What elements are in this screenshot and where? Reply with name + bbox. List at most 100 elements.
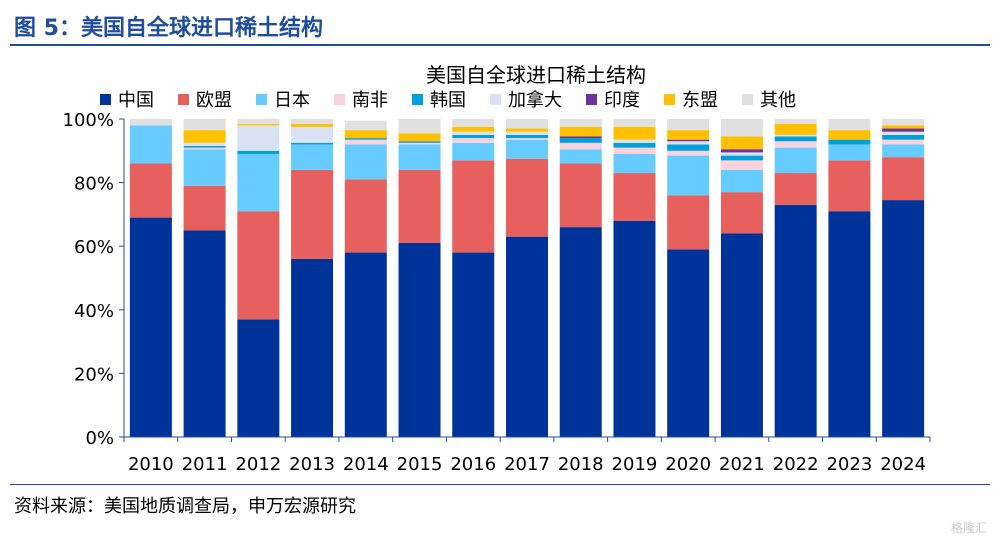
bar-segment (398, 169, 441, 244)
bar-segment (613, 119, 656, 127)
bar-segment (398, 119, 441, 134)
bar-segment (344, 179, 387, 253)
bar-segment (828, 211, 871, 437)
bar-segment (828, 130, 871, 140)
bar-segment (506, 236, 548, 437)
x-axis: 2010 2011 2012 2013 2014 2015 2016 2017 2018 2019… (123, 436, 931, 475)
bar-segment (882, 139, 925, 145)
bar-segment (452, 138, 495, 143)
bar-segment (882, 125, 925, 129)
bar-segment (828, 139, 871, 145)
legend: 中国 欧盟 日本 南非 韩国 加拿大 印度 东盟 其他 (100, 89, 796, 111)
chart-title: 美国自全球进口稀土结构 (426, 63, 646, 87)
bar-segment (344, 139, 387, 145)
bar-segment (774, 147, 817, 174)
bar-segment (720, 192, 763, 234)
source-note: 资料来源：美国地质调查局，申万宏源研究 (14, 496, 356, 517)
top-rule (10, 44, 990, 46)
bar-stack-2011 (183, 119, 226, 437)
figure-title: 图 5：美国自全球进口稀土结构 (14, 16, 323, 41)
bar-segment (720, 233, 763, 437)
bar-segment (452, 134, 495, 139)
legend-label: 欧盟 (196, 90, 232, 111)
bar-segment (129, 217, 172, 437)
x-tick-label: 2013 (289, 454, 335, 475)
legend-label: 东盟 (682, 90, 718, 111)
bar-segment (613, 139, 656, 143)
bar-segment (183, 185, 226, 231)
bar-stack-2010 (129, 119, 172, 437)
legend-swatch (334, 94, 345, 105)
bar-segment (398, 243, 441, 437)
x-tick-label: 2014 (343, 454, 389, 475)
bar-segment (720, 152, 763, 156)
y-tick-label: 60% (74, 237, 114, 258)
bar-segment (882, 131, 925, 135)
bar-segment (613, 147, 656, 154)
bar-segment (774, 123, 817, 135)
bar-segment (720, 136, 763, 150)
bar-segment (183, 130, 226, 143)
bar-segment (882, 134, 925, 140)
legend-label: 日本 (274, 90, 310, 111)
bar-segment (882, 119, 925, 126)
bar-segment (828, 119, 871, 131)
bar-stack-2022 (774, 119, 817, 437)
bar-stack-2018 (559, 119, 602, 437)
y-axis: 0% 20% 40% 60% 80% 100% (63, 110, 125, 449)
x-tick-label: 2023 (826, 454, 872, 475)
bar-segment (882, 200, 925, 437)
bar-stack-2021 (720, 119, 763, 437)
bar-segment (559, 163, 602, 228)
x-tick-label: 2021 (719, 454, 765, 475)
bar-stack-2013 (291, 119, 334, 437)
legend-label: 韩国 (430, 90, 466, 111)
bar-segment (291, 169, 334, 259)
bar-segment (183, 146, 226, 148)
bar-segment (237, 153, 280, 212)
y-tick-label: 100% (63, 110, 114, 131)
legend-swatch (178, 94, 189, 105)
bar-segment (613, 142, 656, 148)
legend-label: 印度 (604, 90, 640, 111)
bar-stack-2017 (506, 119, 548, 437)
x-tick-label: 2011 (182, 454, 228, 475)
x-tick-label: 2020 (665, 454, 711, 475)
bar-stack-2019 (613, 119, 656, 437)
bar-segment (559, 136, 602, 139)
bar-segment (559, 142, 602, 150)
bar-stack-2023 (828, 119, 871, 437)
x-tick-label: 2015 (397, 454, 443, 475)
y-tick-label: 80% (74, 174, 114, 195)
bar-stack-2014 (344, 120, 387, 437)
bar-segment (667, 150, 710, 156)
bar-segment (237, 211, 280, 320)
bar-segment (183, 149, 226, 186)
bar-segment (452, 119, 495, 127)
bottom-rule (10, 484, 990, 485)
bar-segment (613, 220, 656, 437)
bar-segment (882, 144, 925, 158)
bar-segment (452, 142, 495, 161)
bar-segment (344, 252, 387, 437)
bar-segment (613, 173, 656, 221)
bar-segment (506, 134, 548, 139)
bar-segment (774, 204, 817, 437)
x-tick-label: 2010 (128, 454, 174, 475)
bar-segment (559, 227, 602, 437)
bar-segment (291, 119, 334, 124)
legend-swatch (742, 94, 753, 105)
bar-segment (237, 123, 280, 126)
bar-segment (828, 144, 871, 161)
bar-segment (129, 125, 172, 164)
bar-segment (452, 131, 495, 135)
bars (129, 119, 925, 437)
bar-segment (129, 119, 172, 126)
bar-segment (613, 153, 656, 174)
bar-segment (506, 139, 548, 159)
bar-segment (667, 130, 710, 140)
bar-stack-2012 (237, 119, 280, 437)
bar-segment (667, 139, 710, 142)
bar-segment (774, 173, 817, 205)
